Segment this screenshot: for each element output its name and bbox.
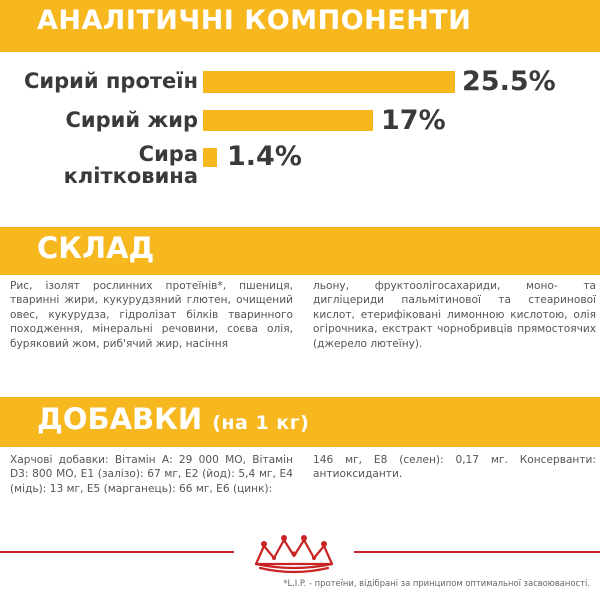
composition-header-band: СКЛАД [0,227,600,275]
fiber-bar [203,148,217,167]
analytics-header-band: АНАЛІТИЧНІ КОМПОНЕНТИ [0,0,600,52]
additives-text-right: 146 мг, Е8 (селен): 0,17 мг. Консерванти… [313,454,596,481]
protein-label: Сирий протеїн [24,69,198,93]
fat-bar [203,110,373,131]
fiber-label: Сира клітковина [64,143,198,187]
composition-title: СКЛАД [37,231,155,265]
additives-text-left: Харчові добавки: Вітамін А: 29 000 МО, В… [10,454,293,495]
fiber-label-line2: клітковина [63,164,198,188]
analytics-title: АНАЛІТИЧНІ КОМПОНЕНТИ [37,5,472,36]
additives-title-main: ДОБАВКИ [37,402,203,436]
fiber-label-line1: Сира [138,142,198,166]
fat-value: 17% [381,105,446,136]
footnote: *L.I.P. - протеїни, відібрані за принцип… [283,578,590,588]
brand-logo [234,528,354,580]
fiber-value: 1.4% [227,141,302,172]
composition-text-right: льону, фруктоолігосахариди, моно- та диг… [313,280,596,350]
composition-text-left: Рис, ізолят рослинних протеїнів*, пшениц… [10,280,293,350]
additives-title: ДОБАВКИ (на 1 кг) [37,402,309,436]
royal-canin-crown-logo-icon [254,535,334,574]
protein-bar [203,71,455,93]
additives-title-unit: (на 1 кг) [212,412,310,434]
additives-header-band: ДОБАВКИ (на 1 кг) [0,397,600,447]
protein-value: 25.5% [462,66,556,97]
fat-label: Сирий жир [65,108,198,132]
